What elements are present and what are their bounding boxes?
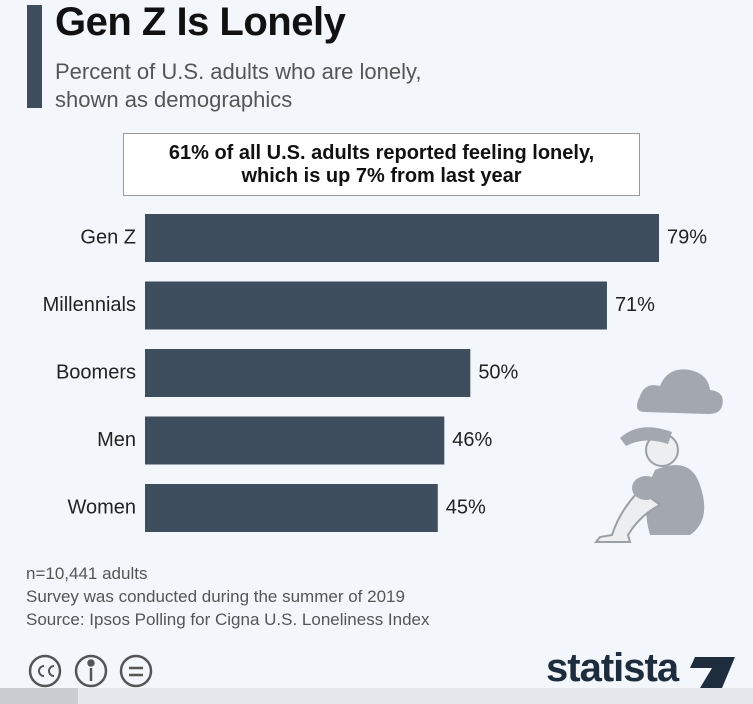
subtitle: Percent of U.S. adults who are lonely, s…	[55, 59, 422, 112]
value-label: 71%	[615, 294, 655, 316]
category-label: Boomers	[56, 361, 136, 383]
category-label: Gen Z	[80, 226, 136, 248]
chart-title: Gen Z Is Lonely	[55, 0, 346, 44]
note: Survey was conducted during the summer o…	[26, 587, 405, 606]
note: Source: Ipsos Polling for Cigna U.S. Lon…	[26, 610, 430, 629]
value-label: 46%	[452, 429, 492, 451]
category-label: Women	[67, 496, 136, 518]
category-label: Millennials	[43, 294, 136, 316]
value-label: 50%	[478, 361, 518, 383]
value-label: 45%	[446, 496, 486, 518]
logo: statista	[546, 646, 679, 690]
note: n=10,441 adults	[26, 564, 148, 583]
bar	[145, 484, 438, 532]
value-label: 79%	[667, 226, 707, 248]
category-label: Men	[97, 429, 136, 451]
license-icons	[28, 654, 153, 688]
logo-mark	[690, 657, 735, 688]
bar	[145, 214, 659, 262]
bar	[145, 281, 607, 330]
illustration	[593, 369, 723, 543]
bottom-strip	[0, 688, 753, 704]
bar	[145, 416, 445, 465]
annotation: 61% of all U.S. adults reported feeling …	[123, 133, 640, 196]
bottom-strip-tab	[0, 688, 78, 704]
title-accent	[27, 5, 42, 108]
bar	[145, 349, 471, 397]
